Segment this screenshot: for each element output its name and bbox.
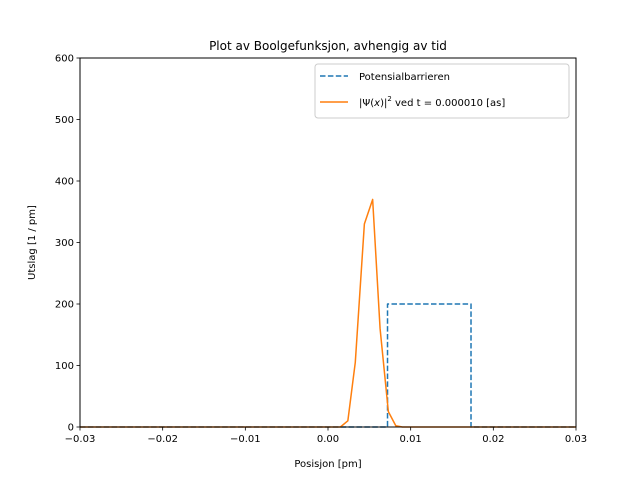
ticks: −0.03 −0.02 −0.01 0.00 0.01 0.02 0.03 0 100 200 30…	[55, 54, 587, 446]
x-tick-label: −0.03	[65, 434, 96, 445]
y-tick-label: 100	[55, 361, 74, 372]
legend-box	[314, 63, 570, 119]
wavefunction-line	[80, 198, 576, 428]
y-tick-label: 500	[55, 115, 74, 126]
y-tick-label: 0	[68, 423, 74, 434]
y-tick-label: 200	[55, 300, 74, 311]
x-tick-label: −0.02	[147, 434, 178, 445]
chart-title: Plot av Boolgefunksjon, avhengig av tid	[209, 39, 447, 53]
legend-label-barrier: Potensialbarrieren	[359, 72, 450, 83]
x-axis-label: Posisjon [pm]	[294, 459, 361, 470]
x-tick-label: 0.01	[400, 434, 422, 445]
legend-wave-suffix: ved t = 0.000010 [as]	[392, 98, 506, 109]
x-tick-label: 0.03	[565, 434, 587, 445]
legend-wave-prefix: |Ψ(	[359, 98, 374, 109]
x-tick-label: −0.01	[230, 434, 261, 445]
x-tick-label: 0.02	[482, 434, 504, 445]
legend-wave-var: x	[373, 98, 380, 109]
y-axis-label: Utslag [1 / pm]	[27, 205, 38, 280]
y-tick-label: 600	[55, 54, 74, 65]
y-tick-label: 400	[55, 177, 74, 188]
x-tick-label: 0.00	[317, 434, 339, 445]
legend-label-wavefunction: |Ψ(x)|2 ved t = 0.000010 [as]	[359, 95, 505, 109]
legend: Potensialbarrieren |Ψ(x)|2 ved t = 0.000…	[314, 63, 570, 119]
y-tick-label: 300	[55, 238, 74, 249]
legend-wave-sup: 2	[387, 95, 391, 103]
legend-wave-mid: )|	[380, 98, 387, 109]
